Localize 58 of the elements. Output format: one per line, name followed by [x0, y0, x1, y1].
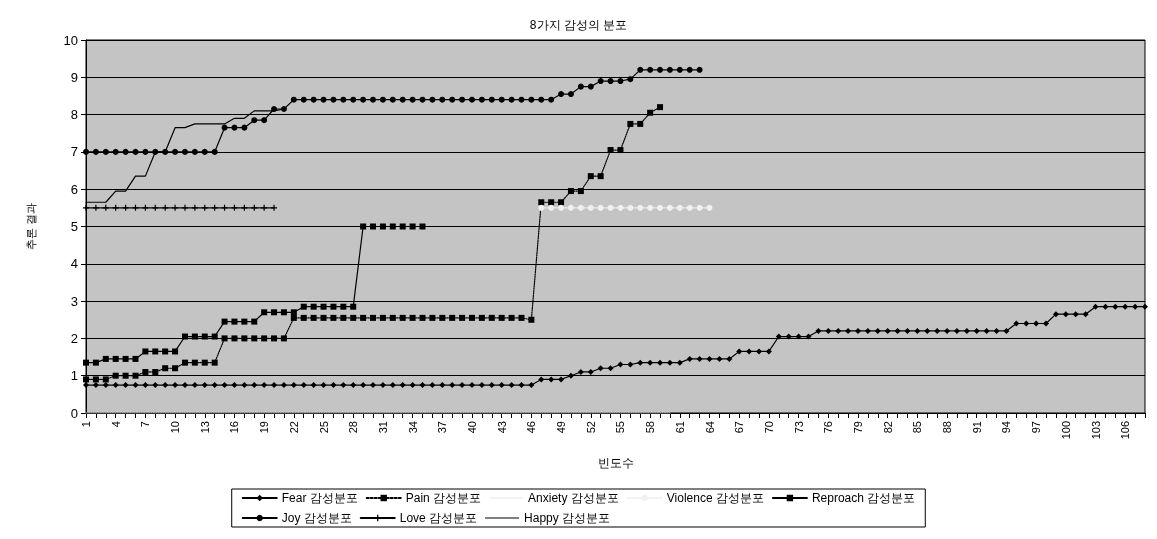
y-tick-label: 5 [70, 219, 78, 234]
x-tick-label: 49 [555, 421, 568, 434]
x-tick-label: 37 [436, 421, 449, 434]
x-axis-title: 빈도수 [597, 456, 634, 470]
y-tick-label: 0 [70, 405, 78, 421]
x-tick-label: 76 [822, 421, 835, 434]
x-tick-label: 64 [703, 421, 716, 434]
x-tick-label: 40 [465, 421, 478, 434]
x-tick-label: 31 [376, 421, 389, 434]
legend-label: Fear 감성분포 [281, 491, 358, 505]
x-tick-label: 97 [1030, 421, 1043, 434]
x-tick-label: 46 [525, 421, 538, 434]
x-tick-label: 82 [881, 421, 894, 434]
x-tick-label: 13 [198, 421, 211, 434]
x-tick-label: 1 [80, 421, 92, 428]
x-tick-label: 7 [139, 421, 152, 428]
y-tick-label: 7 [70, 144, 78, 160]
legend-label: Anxiety 감성분포 [528, 491, 619, 505]
x-tick-label: 22 [287, 421, 300, 434]
y-tick-label: 4 [70, 256, 78, 272]
x-tick-label: 67 [733, 421, 746, 434]
x-tick-label: 16 [228, 421, 241, 434]
x-tick-label: 79 [851, 421, 864, 434]
x-tick-label: 94 [1000, 421, 1013, 434]
legend-label: Reproach 감성분포 [811, 491, 916, 505]
y-tick-label: 1 [70, 368, 78, 384]
legend-label: Pain 감성분포 [405, 491, 482, 505]
y-tick-label: 2 [70, 330, 78, 346]
x-tick-label: 100 [1059, 421, 1072, 440]
x-tick-label: 91 [970, 421, 983, 434]
y-tick-label: 6 [70, 181, 78, 197]
legend-label: Happy 감성분포 [524, 511, 611, 525]
x-tick-label: 4 [109, 421, 122, 428]
x-tick-label: 103 [1089, 421, 1102, 440]
x-tick-label: 61 [673, 421, 686, 434]
x-tick-label: 73 [792, 421, 805, 434]
x-tick-label: 43 [495, 421, 508, 434]
x-tick-label: 19 [258, 421, 271, 434]
x-tick-label: 55 [614, 421, 627, 434]
chart-title: 8가지 감성의 분포 [529, 18, 628, 32]
x-tick-label: 85 [911, 421, 924, 434]
x-tick-label: 58 [644, 421, 657, 434]
x-tick-label: 70 [762, 421, 775, 434]
y-tick-label: 9 [70, 69, 78, 85]
y-tick-label: 3 [70, 293, 78, 309]
x-tick-label: 88 [941, 421, 954, 434]
legend-label: Violence 감성분포 [666, 491, 764, 505]
y-tick-label: 8 [70, 107, 78, 123]
x-tick-label: 25 [317, 421, 330, 434]
legend-label: Love 감성분포 [399, 511, 478, 525]
x-tick-label: 106 [1119, 421, 1132, 440]
x-tick-label: 28 [347, 421, 360, 434]
legend-label: Joy 감성분포 [281, 511, 352, 525]
y-tick-label: 10 [63, 32, 78, 48]
x-tick-label: 10 [169, 421, 182, 434]
x-tick-label: 52 [584, 421, 597, 434]
y-axis-title: 추론 결과 [24, 202, 37, 251]
x-tick-label: 34 [406, 421, 419, 434]
